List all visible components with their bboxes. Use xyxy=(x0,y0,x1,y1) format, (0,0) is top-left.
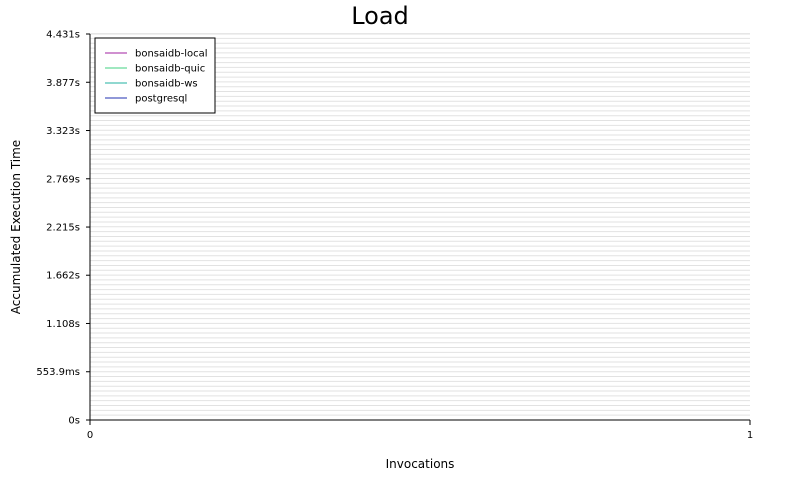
legend-label-postgresql: postgresql xyxy=(135,94,187,105)
y-tick-label: 0s xyxy=(68,416,80,427)
legend-label-bonsaidb-local: bonsaidb-local xyxy=(135,49,208,60)
y-tick-label: 3.877s xyxy=(46,78,80,89)
y-tick-label: 2.769s xyxy=(46,174,80,185)
x-tick-label: 1 xyxy=(747,430,753,441)
y-tick-label: 2.215s xyxy=(46,223,80,234)
chart-title: Load xyxy=(351,2,409,30)
legend-label-bonsaidb-ws: bonsaidb-ws xyxy=(135,79,198,90)
y-tick-label: 4.431s xyxy=(46,30,80,41)
x-axis-label: Invocations xyxy=(386,457,455,471)
legend: bonsaidb-local bonsaidb-quic bonsaidb-ws po… xyxy=(95,38,215,113)
x-tick-label: 0 xyxy=(87,430,93,441)
y-tick-label: 1.662s xyxy=(46,271,80,282)
y-tick-label: 3.323s xyxy=(46,126,80,137)
y-axis-label: Accumulated Execution Time xyxy=(9,140,23,314)
y-tick-label: 1.108s xyxy=(46,319,80,330)
y-tick-label: 553.9ms xyxy=(36,367,80,378)
legend-label-bonsaidb-quic: bonsaidb-quic xyxy=(135,64,205,75)
